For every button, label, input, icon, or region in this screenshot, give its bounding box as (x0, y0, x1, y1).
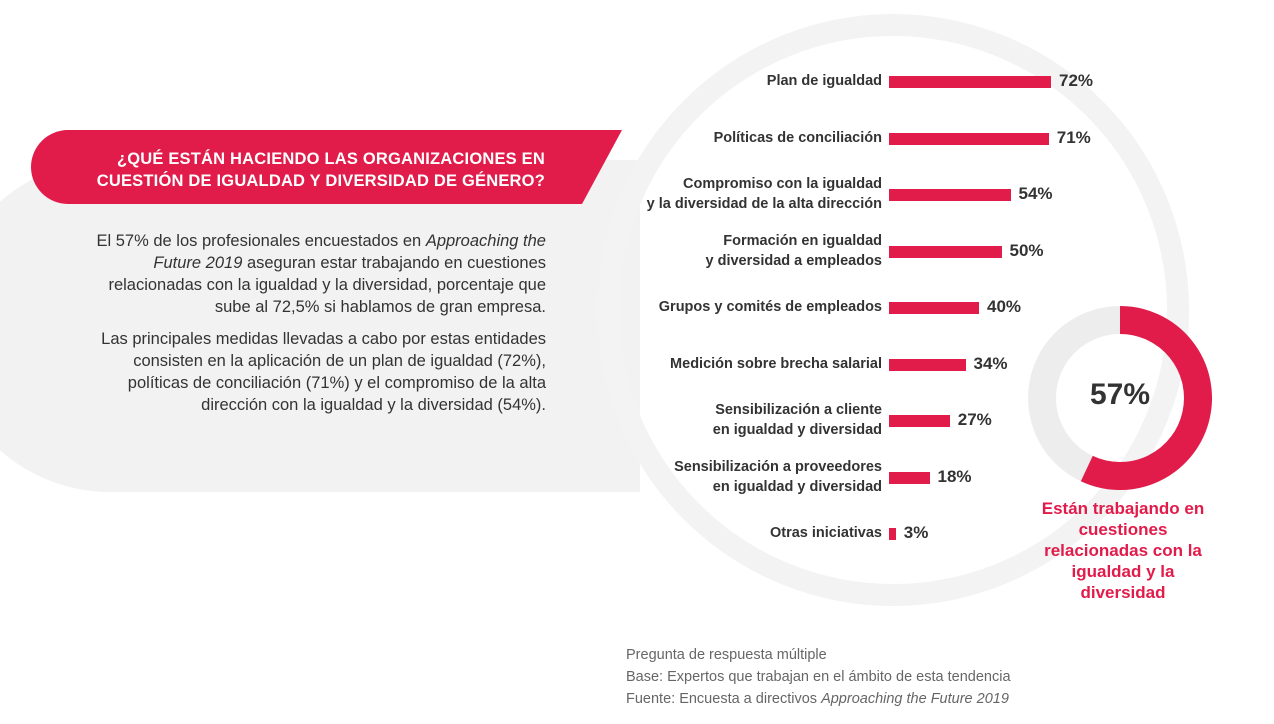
footnote-source-label: Fuente: Encuesta a directivos (626, 691, 822, 707)
bar-label-line: en igualdad y diversidad (712, 422, 882, 438)
intro-text: El 57% de los profesionales encuestados … (76, 230, 547, 426)
donut-caption: Están trabajando en cuestiones relaciona… (1041, 499, 1205, 602)
footnote-base: Base: Expertos que trabajan en el ámbito… (626, 669, 1011, 685)
bar-row: Plan de igualdad 72% (0, 71, 1274, 90)
bar-label-line: y diversidad a empleados (705, 252, 883, 269)
bar-label-line: en igualdad y diversidad (712, 478, 882, 495)
bar-value-label: 27% (957, 410, 992, 429)
bar-row: Sensibilización a cliente en igualdad y d… (0, 402, 1274, 438)
bar-label-line: Formación en igualdad (723, 232, 882, 249)
bar-label: Otras iniciativas (562, 523, 882, 543)
intro-p1-end: aseguran estar trabajando en cuestiones … (108, 254, 546, 316)
bar-label-line: Políticas de conciliación (713, 129, 882, 146)
section-title: ¿QUÉ ESTÁN HACIENDO LAS ORGANIZACIONES E… (0, 148, 545, 192)
decorative-ring (597, 14, 1189, 606)
bar (889, 528, 896, 540)
bar-row: Compromiso con la igualdad y la diversida… (0, 176, 1274, 212)
intro-paragraph-1: El 57% de los profesionales encuestados … (76, 230, 547, 318)
bar-label: Formación en igualdad y diversidad a empl… (562, 231, 883, 271)
bar-label: Políticas de conciliación (562, 128, 882, 148)
bar-label: Medición sobre brecha salarial (562, 354, 882, 374)
donut-chart (1028, 306, 1212, 490)
bar (889, 245, 1002, 258)
bar-row: Medición sobre brecha salarial 34% (0, 354, 1274, 373)
bar-label-line: Compromiso con la igualdad (683, 176, 882, 192)
bar-row: Otras iniciativas 3% (0, 523, 1274, 542)
bar-value-label: 18% (937, 466, 972, 486)
section-title-line1: ¿QUÉ ESTÁN HACIENDO LAS ORGANIZACIONES E… (116, 150, 545, 168)
bar-label-line: y la diversidad de la alta dirección (646, 196, 882, 212)
bar-label-line: Medición sobre brecha salarial (670, 355, 882, 372)
bar-row: Políticas de conciliación 71% (0, 128, 1274, 147)
bar (889, 76, 1051, 88)
footnote-source-title: Approaching the Future 2019 (821, 691, 1009, 707)
donut-center-label: 57% (1089, 378, 1151, 411)
bar (889, 302, 979, 314)
intro-paragraph-2: Las principales medidas llevadas a cabo … (101, 330, 546, 414)
bar-label-line: Plan de igualdad (766, 73, 882, 89)
bar-label-line: Otras iniciativas (769, 525, 882, 541)
grey-text-panel (0, 160, 640, 492)
bar-label: Compromiso con la igualdad y la diversida… (562, 174, 882, 214)
intro-p1-start: El 57% de los profesionales encuestados … (96, 232, 422, 250)
bar (889, 132, 1049, 145)
footnote: Pregunta de respuesta múltiple Base: Exp… (626, 644, 1266, 710)
bar (889, 415, 950, 427)
bar-value-label: 34% (973, 353, 1008, 373)
intro-p1-report-title: Approaching the Future 2019 (153, 232, 546, 272)
bar-value-label: 3% (903, 523, 929, 542)
bar (889, 471, 930, 484)
bar-label: Sensibilización a proveedores en igualdad… (562, 457, 882, 497)
bar (889, 358, 966, 371)
bar-value-label: 50% (1009, 240, 1044, 260)
bar-row: Formación en igualdad y diversidad a empl… (0, 233, 1274, 269)
bar-value-label: 72% (1059, 71, 1094, 90)
bar-label: Grupos y comités de empleados (562, 297, 882, 317)
bar-row: Sensibilización a proveedores en igualdad… (0, 459, 1274, 495)
footnote-question: Pregunta de respuesta múltiple (626, 647, 827, 663)
bar-row: Grupos y comités de empleados 40% (0, 297, 1274, 316)
header-ribbon (31, 130, 622, 204)
bar-label-line: Sensibilización a proveedores (674, 458, 882, 475)
bar-label: Sensibilización a cliente en igualdad y d… (562, 400, 882, 440)
bar-label-line: Grupos y comités de empleados (658, 299, 882, 315)
bar-value-label: 54% (1018, 184, 1053, 203)
donut-arc (1080, 306, 1212, 490)
footnote-source: Fuente: Encuesta a directivos Approachin… (626, 688, 1266, 710)
bar-label-line: Sensibilización a cliente (715, 402, 882, 418)
bar-label: Plan de igualdad (562, 71, 882, 91)
bar (889, 189, 1011, 201)
bar-value-label: 71% (1056, 127, 1091, 147)
bar-value-label: 40% (987, 297, 1022, 316)
section-title-line2: CUESTIÓN DE IGUALDAD Y DIVERSIDAD DE GÉN… (96, 172, 545, 190)
